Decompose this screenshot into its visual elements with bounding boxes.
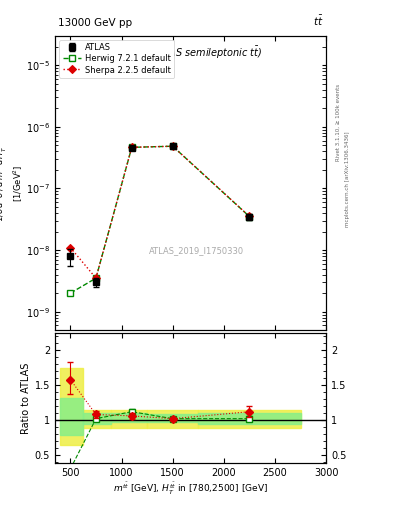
Text: $m(t\bar{t})$ (ATLAS semileptonic $t\bar{t}$): $m(t\bar{t})$ (ATLAS semileptonic $t\bar… [119,45,263,61]
Sherpa 2.2.5 default [170,143,175,150]
Herwig 7.2.1 default [129,144,134,151]
Herwig 7.2.1 default [247,214,252,220]
Bar [60,368,83,444]
Text: $t\bar{t}$: $t\bar{t}$ [313,14,323,29]
Sherpa 2.2.5 default [247,214,252,220]
X-axis label: $m^{t\bar{t}}$ [GeV], $H_T^{t\bar{t}}$ in [780,2500] [GeV]: $m^{t\bar{t}}$ [GeV], $H_T^{t\bar{t}}$ i… [113,481,268,497]
Y-axis label: $1/\sigma\,d^2\sigma\,/\,d\,m^{t\bar{t}}\,d\,H_T^{t\bar{t}}$
$[1/\mathrm{GeV}^2]: $1/\sigma\,d^2\sigma\,/\,d\,m^{t\bar{t}}… [0,144,25,222]
Bar [198,410,301,429]
Herwig 7.2.1 default [94,275,98,281]
Herwig 7.2.1 default [68,290,73,296]
Text: ATLAS_2019_I1750330: ATLAS_2019_I1750330 [149,246,244,255]
Herwig 7.2.1 default [170,143,175,150]
Bar [111,410,147,429]
Y-axis label: Ratio to ATLAS: Ratio to ATLAS [20,362,31,434]
Line: Sherpa 2.2.5 default: Sherpa 2.2.5 default [68,143,252,281]
Bar [83,413,111,423]
Bar [60,398,83,435]
Bar [147,415,198,422]
Bar [111,413,147,422]
Bar [198,413,301,423]
Legend: ATLAS, Herwig 7.2.1 default, Sherpa 2.2.5 default: ATLAS, Herwig 7.2.1 default, Sherpa 2.2.… [59,40,174,78]
Text: 13000 GeV pp: 13000 GeV pp [58,18,132,29]
Text: Rivet 3.1.10, ≥ 100k events: Rivet 3.1.10, ≥ 100k events [336,84,341,161]
Sherpa 2.2.5 default [94,275,98,281]
Line: Herwig 7.2.1 default: Herwig 7.2.1 default [67,143,253,296]
Bar [147,410,198,429]
Bar [83,410,111,429]
Text: mcplots.cern.ch [arXiv:1306.3436]: mcplots.cern.ch [arXiv:1306.3436] [345,132,350,227]
Sherpa 2.2.5 default [68,244,73,250]
Sherpa 2.2.5 default [129,144,134,151]
